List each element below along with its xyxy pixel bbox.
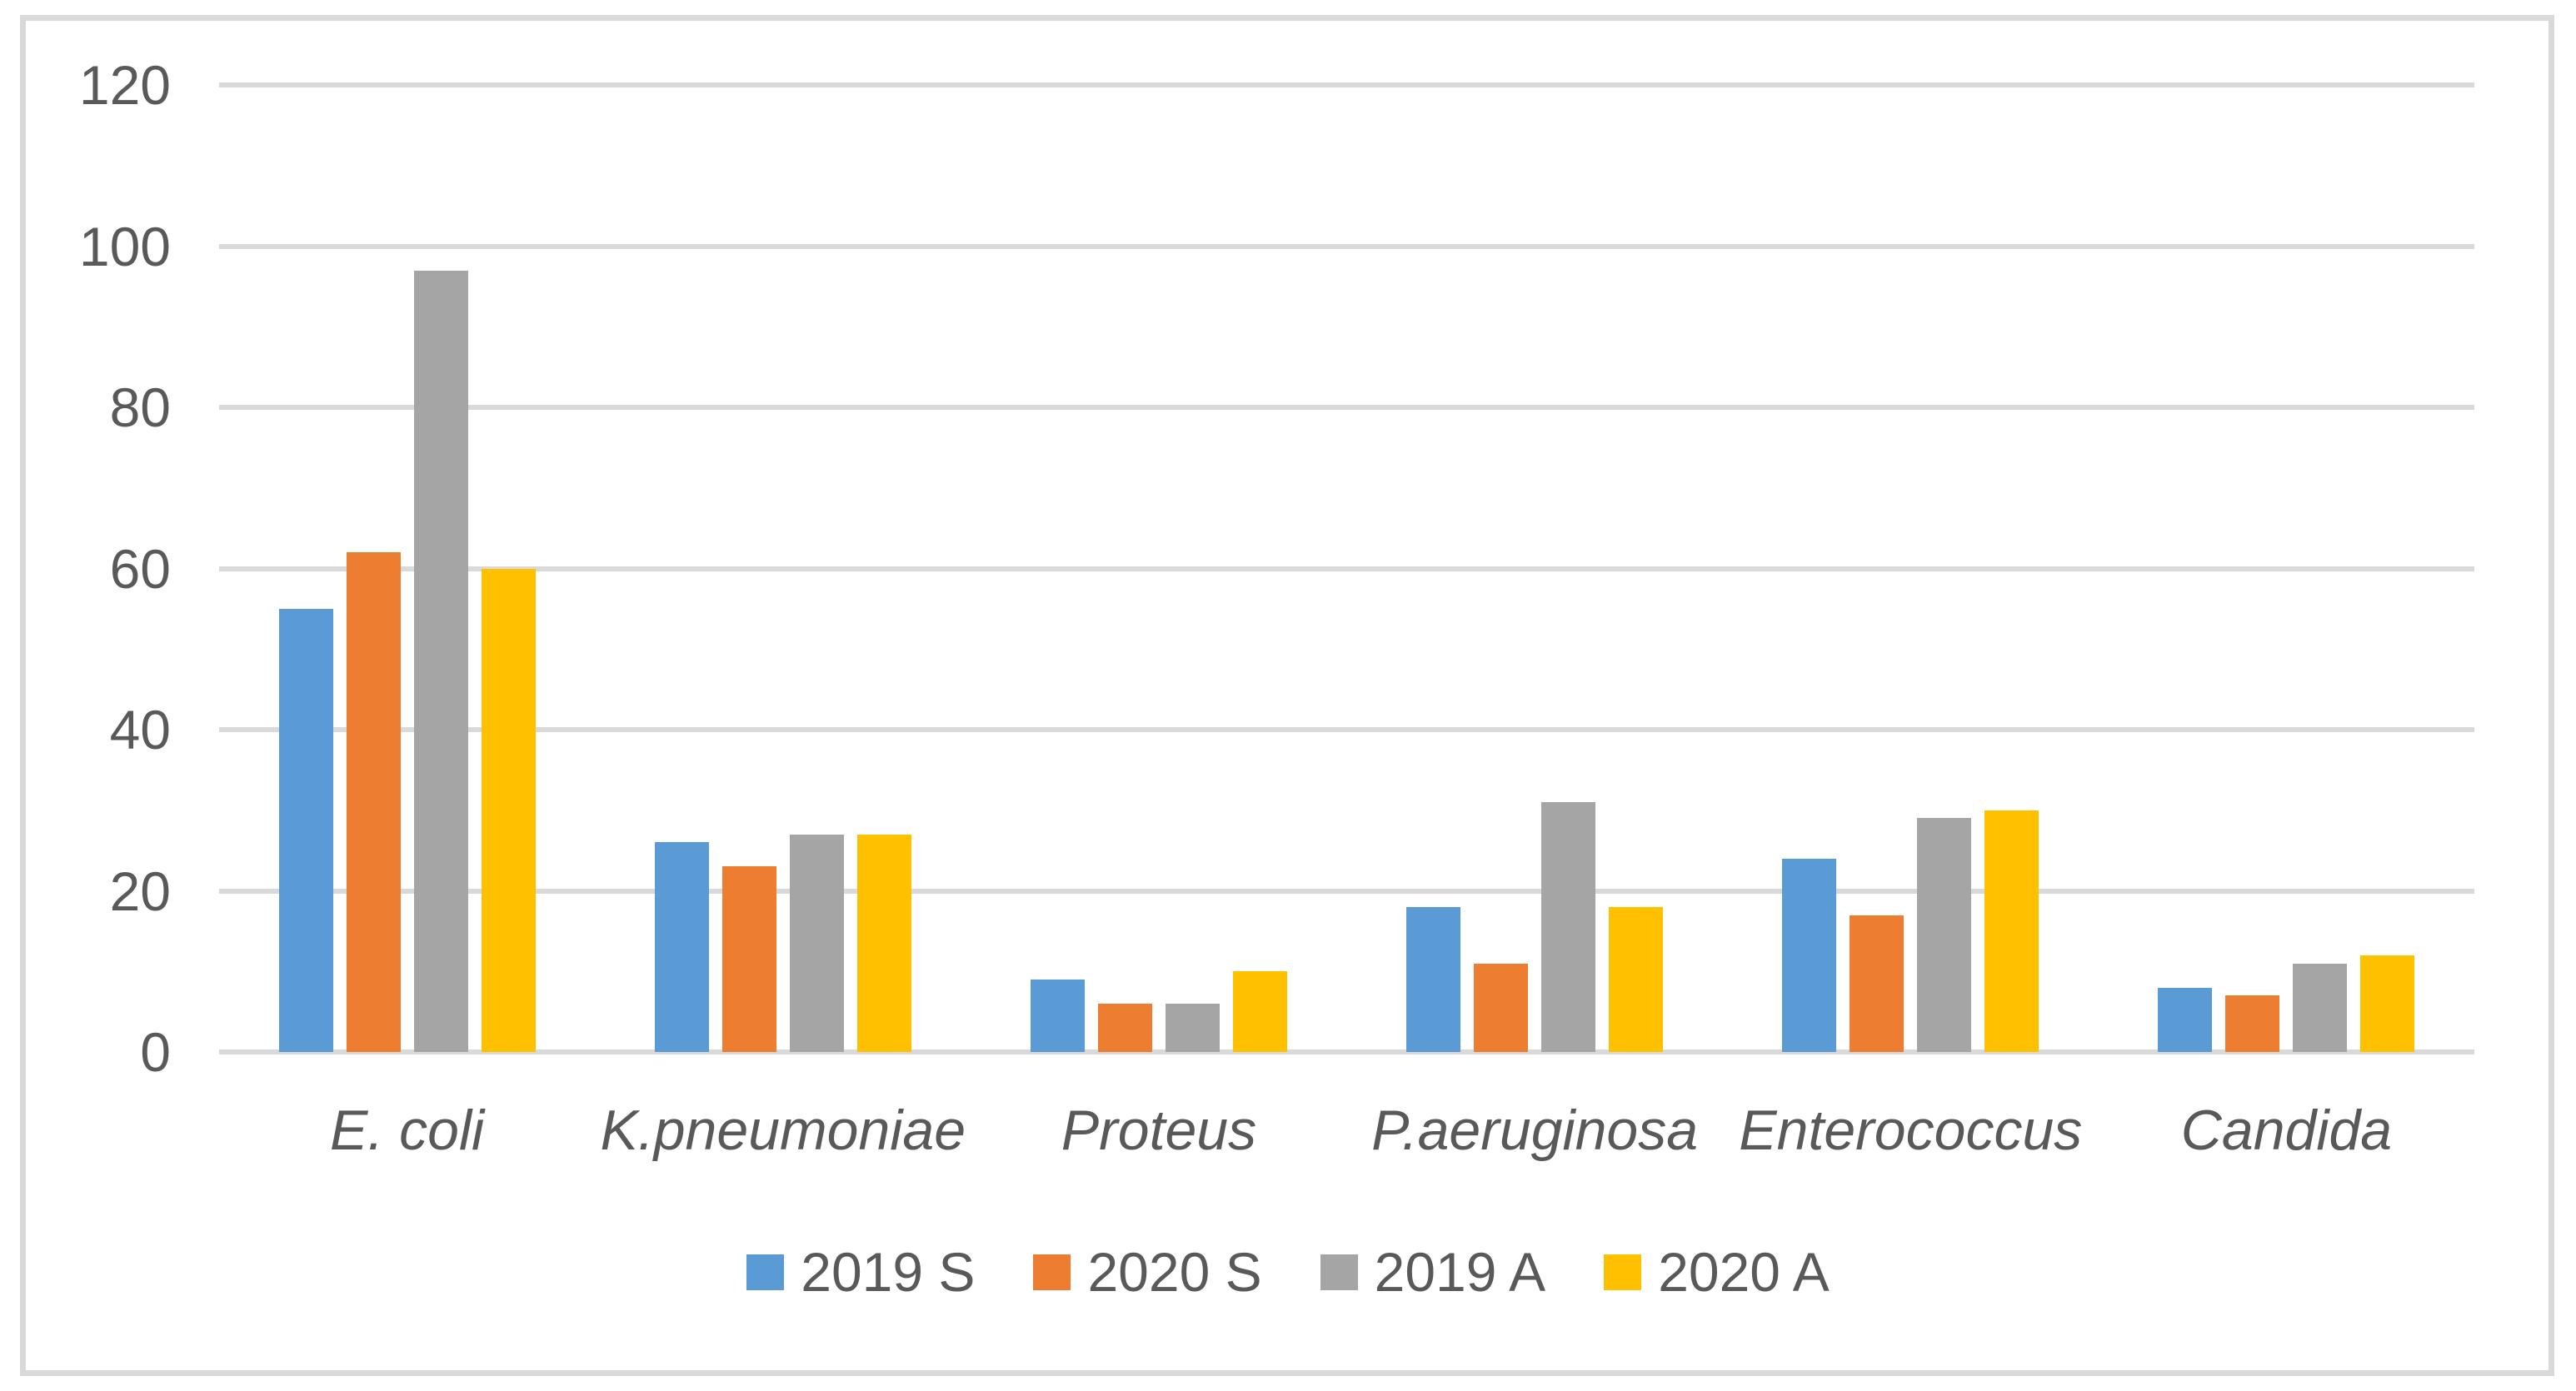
bar-2019-s — [1030, 979, 1085, 1052]
gridline — [219, 566, 2474, 571]
legend-item: 2019 A — [1320, 1236, 1546, 1308]
legend-item: 2020 A — [1604, 1236, 1830, 1308]
bar-2019-s — [2158, 987, 2213, 1052]
gridline — [219, 888, 2474, 894]
legend-label: 2019 S — [801, 1241, 976, 1303]
bar-2020-a — [481, 568, 536, 1052]
bar-2020-a — [1984, 810, 2039, 1052]
legend-swatch-icon — [1604, 1254, 1642, 1290]
x-category-label: P.aeruginosa — [1371, 1099, 1699, 1162]
gridlines — [219, 82, 2474, 1054]
y-tick-label: 0 — [140, 1021, 171, 1083]
bar-2020-s — [346, 552, 401, 1052]
x-axis: E. coli K.pneumoniae Proteus P.aeruginosa En… — [219, 1093, 2474, 1168]
bar-2020-a — [1232, 971, 1287, 1052]
bar-2019-a — [789, 834, 844, 1052]
y-tick-label: 120 — [78, 54, 171, 116]
bar-group — [971, 85, 1346, 1052]
gridline — [219, 727, 2474, 732]
y-tick-label: 40 — [109, 699, 171, 760]
bar-2019-a — [1541, 802, 1596, 1052]
legend-item: 2020 S — [1033, 1236, 1262, 1308]
y-axis: 120 100 80 60 40 20 0 — [0, 57, 171, 1079]
bar-2019-a — [2293, 963, 2348, 1052]
y-tick-label: 20 — [109, 860, 171, 922]
bar-group — [1347, 85, 1723, 1052]
gridline — [219, 405, 2474, 410]
legend-swatch-icon — [746, 1254, 785, 1290]
bar-2020-a — [856, 834, 911, 1052]
gridline — [219, 243, 2474, 249]
legend-label: 2020 S — [1087, 1241, 1262, 1303]
x-category-label: Proteus — [1061, 1099, 1257, 1162]
legend-swatch-icon — [1033, 1254, 1071, 1290]
x-category-label: Candida — [2180, 1099, 2393, 1162]
legend-item: 2019 S — [746, 1236, 975, 1308]
bar-2019-s — [1406, 906, 1461, 1052]
bar-2020-s — [1850, 915, 1905, 1052]
gridline — [219, 1049, 2474, 1054]
bar-2020-a — [1609, 906, 1664, 1052]
gridline — [219, 82, 2474, 87]
bar-2019-s — [278, 608, 333, 1052]
bar-2020-s — [1097, 1003, 1152, 1052]
legend-swatch-icon — [1320, 1254, 1358, 1290]
y-tick-label: 60 — [109, 537, 171, 600]
bar-2019-a — [1165, 1003, 1220, 1052]
x-category-label: Enterococcus — [1739, 1099, 2083, 1162]
bar-group — [219, 85, 595, 1052]
bar-2020-s — [2225, 995, 2280, 1052]
plot-area — [219, 82, 2474, 1054]
bar-group — [595, 85, 971, 1052]
x-category-label: K.pneumoniae — [600, 1099, 966, 1162]
bar-2019-a — [1917, 818, 1972, 1052]
bar-groups — [219, 85, 2474, 1052]
legend-label: 2020 A — [1658, 1241, 1830, 1303]
bar-group — [2099, 85, 2474, 1052]
legend-label: 2019 A — [1374, 1241, 1546, 1303]
bar-2020-a — [2360, 955, 2415, 1052]
y-tick-label: 80 — [109, 376, 171, 438]
bar-2019-a — [413, 270, 468, 1052]
x-category-label: E. coli — [329, 1099, 485, 1162]
bar-2020-s — [1474, 963, 1529, 1052]
bar-2019-s — [1782, 858, 1837, 1052]
bar-2020-s — [721, 866, 776, 1052]
legend: 2019 S 2020 S 2019 A 2020 A — [0, 1236, 2576, 1308]
y-tick-label: 100 — [78, 215, 171, 277]
bar-group — [1723, 85, 2099, 1052]
bar-2019-s — [654, 842, 709, 1052]
